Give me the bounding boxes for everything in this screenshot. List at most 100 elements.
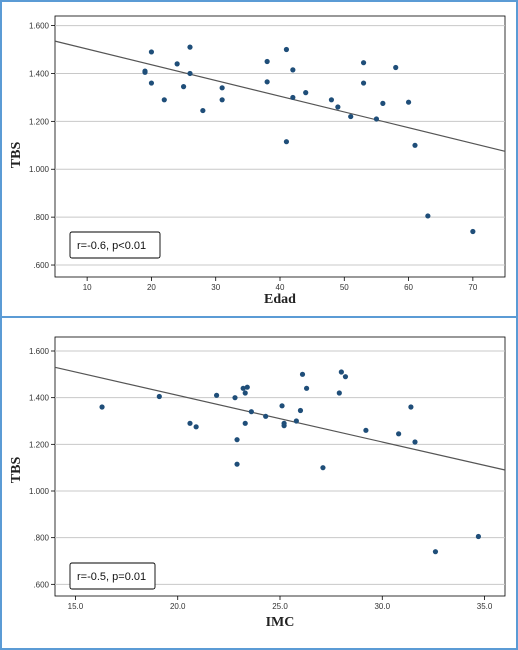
annotation-text: r=-0.6, p<0.01	[77, 240, 146, 252]
fit-line	[54, 366, 506, 471]
data-point	[328, 97, 335, 103]
data-point	[299, 371, 306, 377]
data-point	[475, 533, 482, 540]
data-point	[373, 116, 380, 122]
data-point	[180, 84, 187, 90]
data-point	[393, 64, 399, 71]
annotation-text: r=-0.5, p=0.01	[77, 571, 146, 583]
x-tick-label: 10	[83, 283, 92, 292]
x-tick-label: 40	[276, 283, 285, 292]
data-point	[303, 385, 310, 391]
y-tick-label: 1.000	[29, 487, 50, 496]
data-point	[232, 395, 238, 401]
y-tick-label: 1.400	[29, 394, 50, 403]
data-point	[281, 423, 287, 429]
data-point	[99, 404, 105, 410]
data-point	[242, 420, 248, 426]
data-point	[342, 374, 349, 380]
chart-panel-imc: .600 .800 1.000 1.200 1.400 1.600 15.0 20.0 25.0…	[9, 336, 506, 630]
data-point	[187, 44, 193, 50]
data-point	[264, 58, 270, 65]
data-point	[219, 97, 225, 103]
data-point	[432, 549, 439, 555]
x-tick-label: 70	[468, 283, 477, 292]
data-point	[290, 94, 296, 101]
y-tick-label: .800	[33, 213, 49, 222]
data-point	[187, 70, 193, 77]
data-point	[148, 49, 155, 55]
y-tick-label: 1.200	[29, 440, 50, 449]
x-axis-label: IMC	[266, 615, 295, 630]
data-point	[187, 420, 193, 426]
data-point	[320, 465, 326, 471]
panel-divider	[2, 316, 516, 318]
data-point	[193, 424, 199, 430]
data-point	[248, 409, 254, 415]
x-tick-label: 35.0	[477, 602, 493, 611]
correlation-annotation-imc: r=-0.5, p=0.01	[69, 562, 156, 590]
x-tick-label: 50	[340, 283, 349, 292]
data-point	[242, 390, 248, 396]
y-tick-label: 1.400	[29, 69, 50, 78]
annotation-box	[69, 562, 156, 590]
y-tick-label: .800	[33, 534, 49, 543]
data-point	[293, 418, 299, 424]
data-point	[338, 369, 344, 375]
data-point	[363, 427, 369, 433]
data-point	[279, 403, 285, 409]
y-axis-label: TBS	[9, 457, 24, 484]
y-tick-label: 1.200	[29, 117, 50, 126]
x-tick-label: 60	[404, 283, 413, 292]
data-point	[142, 69, 148, 75]
data-point	[234, 437, 240, 443]
data-point	[174, 61, 180, 67]
data-point	[360, 80, 367, 86]
x-tick-label: 20	[147, 283, 156, 292]
y-tick-label: 1.600	[29, 22, 50, 31]
data-point	[425, 213, 431, 219]
data-point	[156, 393, 162, 400]
data-point	[412, 142, 418, 148]
data-point	[297, 407, 304, 414]
data-point	[244, 384, 250, 390]
y-tick-label: .600	[33, 261, 49, 270]
data-point	[213, 392, 220, 398]
data-point	[234, 461, 240, 467]
fit-line	[54, 40, 506, 152]
data-point	[336, 390, 342, 396]
data-point	[148, 80, 155, 86]
x-tick-label: 15.0	[68, 602, 84, 611]
data-point	[396, 431, 402, 437]
x-tick-label: 30	[211, 283, 220, 292]
data-point	[264, 79, 270, 85]
plot-area	[54, 336, 506, 597]
y-tick-label: .600	[33, 580, 49, 589]
data-point	[405, 99, 412, 105]
data-point	[470, 228, 476, 235]
data-point	[380, 100, 386, 106]
data-point	[240, 385, 246, 391]
x-tick-label: 30.0	[374, 602, 390, 611]
x-axis-label: Edad	[264, 292, 296, 307]
y-tick-label: 1.600	[29, 347, 50, 356]
y-tick-label: 1.000	[29, 165, 50, 174]
data-point	[219, 85, 225, 91]
data-point	[360, 60, 367, 66]
x-tick-label: 25.0	[272, 602, 288, 611]
data-point	[408, 404, 414, 410]
data-point	[283, 139, 290, 145]
y-axis-label: TBS	[9, 142, 24, 169]
data-point	[200, 107, 206, 114]
annotation-box	[69, 231, 161, 259]
x-tick-label: 20.0	[170, 602, 186, 611]
data-point	[348, 113, 354, 120]
data-point	[263, 413, 269, 419]
data-point	[290, 67, 296, 73]
data-point	[283, 46, 290, 53]
data-point	[335, 104, 341, 110]
data-point	[303, 90, 309, 96]
data-point	[412, 439, 418, 445]
correlation-annotation-edad: r=-0.6, p<0.01	[69, 231, 161, 259]
data-point	[161, 97, 167, 103]
